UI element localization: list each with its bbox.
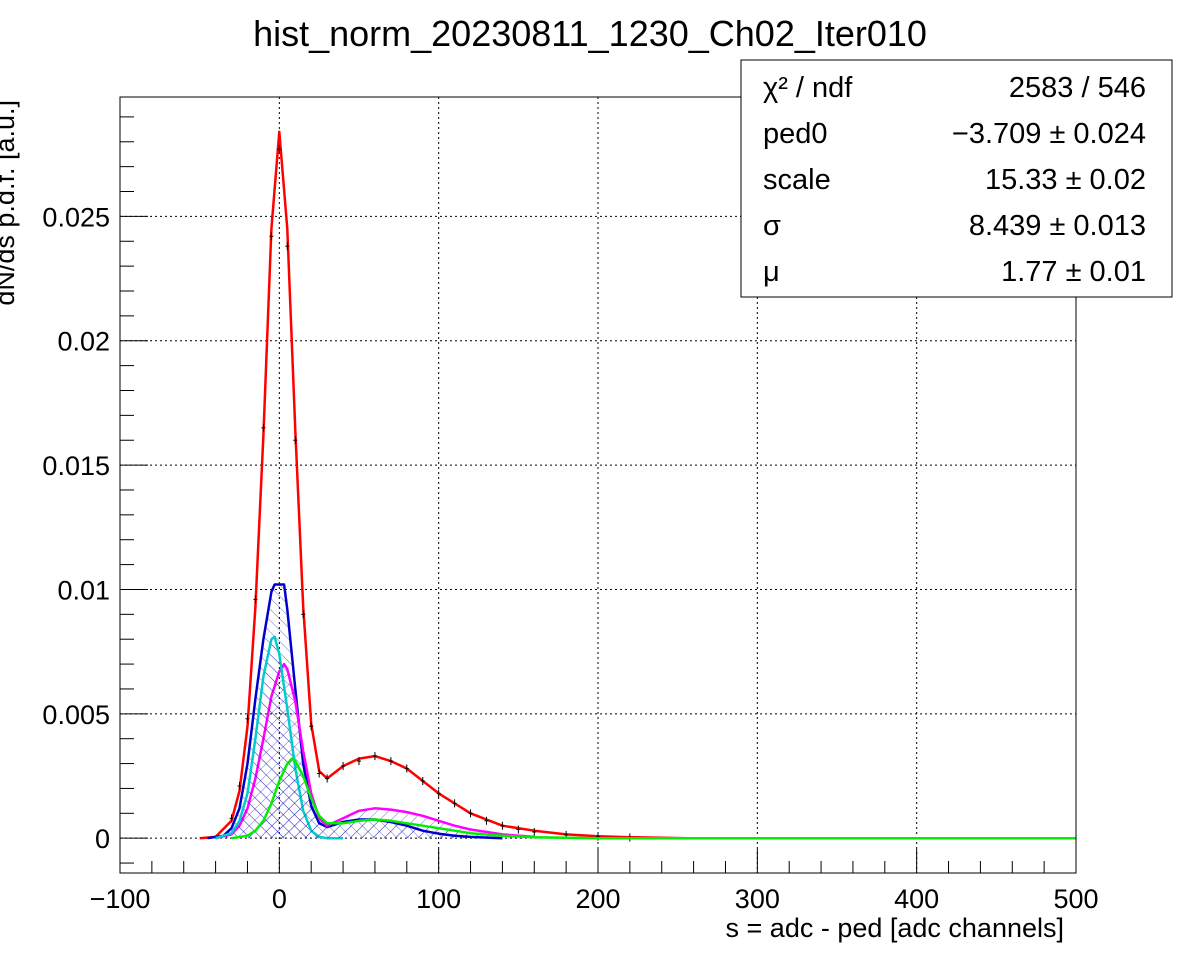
x-tick-label: 500 <box>1053 884 1098 914</box>
x-tick-label: 400 <box>894 884 939 914</box>
x-tick-label: 300 <box>735 884 780 914</box>
stats-row-label: χ² / ndf <box>763 72 853 104</box>
x-tick-label: −100 <box>90 884 151 914</box>
y-tick-label: 0.005 <box>42 700 110 730</box>
stats-row-value: −3.709 ± 0.024 <box>952 118 1146 150</box>
y-tick-label: 0.01 <box>57 575 110 605</box>
y-tick-label: 0 <box>95 824 110 854</box>
x-tick-label: 0 <box>272 884 287 914</box>
x-tick-label: 100 <box>416 884 461 914</box>
plot-curves <box>199 130 1076 842</box>
stats-row-label: scale <box>763 164 831 196</box>
y-tick-label: 0.015 <box>42 451 110 481</box>
stats-row-label: σ <box>763 210 781 242</box>
stats-box: χ² / ndf 2583 / 546 ped0 −3.709 ± 0.024 scal… <box>740 59 1173 298</box>
stats-row-value: 1.77 ± 0.01 <box>1001 256 1146 288</box>
component-curve <box>231 757 1076 840</box>
stats-row-value: 8.439 ± 0.013 <box>969 210 1146 242</box>
x-tick-label: 200 <box>575 884 620 914</box>
stats-row-value: 2583 / 546 <box>1009 72 1146 104</box>
y-tick-label: 0.02 <box>57 327 110 357</box>
x-axis-label: s = adc - ped [adc channels] <box>726 913 1064 943</box>
axis-ticks: −100 0 100 200 300 400 500 0 0.005 0.01 0.015 0.02 0… <box>42 116 1099 914</box>
component-area <box>231 758 1076 839</box>
component-area <box>215 636 344 839</box>
stats-row-label: μ <box>763 256 780 288</box>
stats-box-frame <box>740 59 1173 298</box>
chart-title: hist_norm_20230811_1230_Ch02_Iter010 <box>253 13 927 54</box>
stats-row-label: ped0 <box>763 118 828 150</box>
y-axis-label: dN/ds p.d.f. [a.u.] <box>0 100 20 306</box>
y-tick-label: 0.025 <box>42 202 110 232</box>
stats-row-value: 15.33 ± 0.02 <box>985 164 1146 196</box>
